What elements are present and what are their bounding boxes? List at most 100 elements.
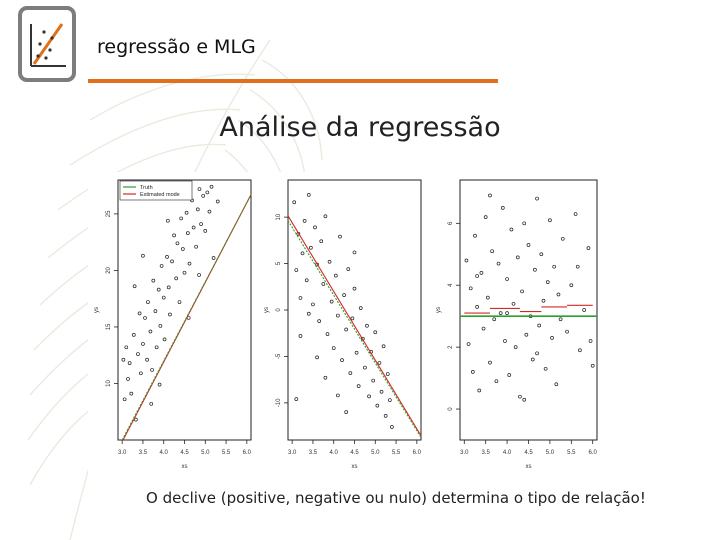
data-point <box>367 394 371 399</box>
data-point <box>175 241 180 246</box>
data-point <box>473 233 477 238</box>
data-point <box>500 206 505 210</box>
data-point <box>137 311 142 316</box>
truth-line <box>121 194 252 441</box>
data-point <box>182 270 187 275</box>
x-tick-label: 3.0 <box>460 450 469 456</box>
data-point <box>548 218 552 223</box>
data-point <box>199 222 203 226</box>
data-point <box>159 264 164 268</box>
data-point <box>121 357 126 362</box>
data-point <box>197 187 202 191</box>
data-point <box>205 190 210 195</box>
data-point <box>515 255 520 260</box>
data-point <box>321 282 326 286</box>
data-point <box>162 337 167 342</box>
data-point <box>139 371 143 376</box>
y-tick-label: 5 <box>276 261 282 265</box>
data-point <box>573 212 578 216</box>
data-point <box>352 250 357 255</box>
data-point <box>479 271 484 275</box>
data-point <box>336 313 340 318</box>
data-point <box>333 273 338 278</box>
data-point <box>327 259 332 264</box>
data-point <box>537 323 542 328</box>
data-point <box>530 357 535 362</box>
data-point <box>466 342 471 346</box>
data-point <box>143 316 147 320</box>
data-point <box>539 252 544 257</box>
data-point <box>170 259 174 264</box>
x-tick-label: 4.5 <box>350 450 359 456</box>
data-point <box>511 301 516 306</box>
data-point <box>179 216 184 221</box>
y-tick-label: 10 <box>106 379 112 386</box>
data-point <box>477 388 482 393</box>
y-tick-label: 4 <box>448 283 454 287</box>
data-point <box>141 253 145 258</box>
data-point <box>350 316 355 321</box>
data-point <box>158 323 163 328</box>
data-point <box>578 348 582 353</box>
y-tick-label: 25 <box>106 210 112 217</box>
data-point <box>304 278 309 283</box>
data-point <box>575 264 580 269</box>
data-point <box>522 397 527 402</box>
data-point <box>338 234 342 239</box>
header-title: regressão e MLG <box>97 36 256 58</box>
data-point <box>325 332 330 336</box>
data-point <box>211 256 216 260</box>
data-point <box>148 329 153 334</box>
data-point <box>150 368 154 372</box>
x-tick-label: 6.0 <box>413 450 422 456</box>
x-tick-label: 5.5 <box>222 450 231 456</box>
data-point <box>306 311 311 316</box>
data-point <box>507 373 512 377</box>
data-point <box>157 382 162 387</box>
data-point <box>358 306 363 310</box>
data-point <box>187 261 192 266</box>
x-tick-label: 4.0 <box>160 450 169 456</box>
legend-box <box>119 180 193 201</box>
data-point <box>122 397 127 402</box>
x-tick-label: 6.0 <box>243 450 252 456</box>
data-point <box>346 267 351 271</box>
data-point <box>340 358 344 362</box>
data-point <box>309 245 313 250</box>
data-point <box>503 339 507 343</box>
data-point <box>387 398 392 402</box>
y-tick-label: 20 <box>106 266 112 273</box>
data-point <box>131 333 136 337</box>
data-point <box>300 251 305 256</box>
data-point <box>390 425 394 429</box>
data-point <box>336 393 340 398</box>
data-point <box>306 193 311 197</box>
data-point <box>348 371 353 375</box>
data-point <box>129 391 134 396</box>
data-point <box>344 327 349 332</box>
y-axis-label: ys <box>264 307 270 313</box>
data-point <box>195 207 200 212</box>
y-axis-label: ys <box>436 307 442 313</box>
data-point <box>543 366 548 371</box>
data-point <box>375 403 380 408</box>
data-point <box>475 274 479 278</box>
scatter-plot-logo <box>18 6 76 82</box>
data-point <box>586 246 591 250</box>
data-point <box>496 261 501 266</box>
data-point <box>203 229 208 233</box>
x-tick-label: 5.0 <box>201 450 210 456</box>
x-tick-label: 3.5 <box>139 450 148 456</box>
data-point <box>161 295 166 300</box>
y-axis-label: ys <box>94 307 100 313</box>
y-tick-label: 2 <box>448 345 454 349</box>
data-point <box>363 365 367 370</box>
data-point <box>518 394 522 399</box>
regression-figure: 3.0 3.5 4.0 4.5 5.0 5.5 6.0 xs 10 15 20 25 ys Truth Es… <box>88 172 608 472</box>
data-point <box>323 375 328 380</box>
data-point <box>298 296 303 300</box>
data-point <box>560 236 565 241</box>
data-point <box>535 351 539 356</box>
legend-label: Truth <box>140 185 153 191</box>
data-point <box>209 184 214 189</box>
